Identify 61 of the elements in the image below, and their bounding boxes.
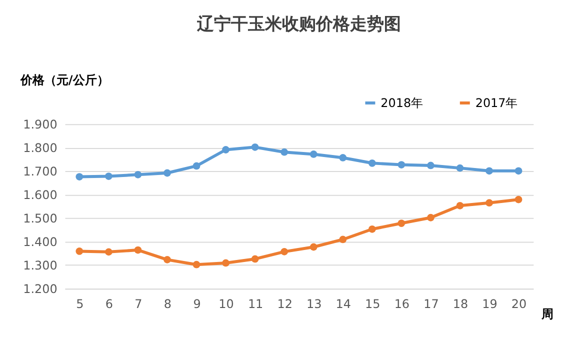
point	[192, 260, 200, 268]
point	[339, 154, 347, 162]
point	[251, 143, 259, 151]
point	[427, 214, 434, 222]
y-tick-label: 1.400	[23, 235, 58, 250]
x-tick-label: 15	[365, 297, 380, 312]
legend-label: 2017年	[475, 96, 518, 110]
point	[368, 159, 376, 167]
y-tick-label: 1.500	[23, 212, 58, 226]
x-tick-label: 5	[76, 297, 84, 312]
y-tick-label: 1.800	[23, 141, 58, 156]
x-tick-label: 12	[277, 297, 292, 312]
point	[164, 169, 171, 177]
point	[222, 146, 230, 154]
point	[251, 255, 259, 263]
x-tick-label: 7	[134, 297, 142, 312]
point	[456, 164, 464, 172]
point	[398, 161, 406, 168]
point	[134, 170, 142, 178]
x-tick-label: 13	[306, 297, 322, 312]
point	[456, 202, 464, 210]
point	[368, 225, 376, 233]
point	[514, 196, 522, 204]
point	[76, 248, 84, 255]
point	[310, 243, 318, 251]
point	[76, 173, 84, 180]
x-tick-label: 9	[193, 297, 201, 312]
x-tick-label: 20	[511, 297, 527, 312]
x-tick-label: 10	[218, 297, 234, 312]
x-axis-title: 周	[540, 306, 554, 321]
point	[134, 246, 142, 254]
y-tick-label: 1.300	[23, 258, 58, 273]
x-tick-label: 19	[482, 297, 498, 312]
y-tick-label: 1.700	[23, 164, 58, 179]
x-tick-label: 11	[248, 297, 264, 312]
chart-title: 辽宁干玉米收购价格走势图	[196, 13, 401, 34]
x-tick-label: 16	[394, 297, 410, 312]
x-tick-label: 8	[164, 297, 172, 312]
y-tick-label: 1.900	[23, 118, 58, 132]
point	[164, 256, 171, 264]
point	[310, 150, 318, 158]
x-tick-label: 14	[336, 297, 351, 312]
point	[222, 259, 230, 267]
y-tick-label: 1.200	[23, 282, 58, 296]
y-tick-label: 1.600	[23, 188, 58, 202]
point	[398, 220, 406, 227]
point	[486, 199, 493, 207]
point	[339, 236, 347, 244]
point	[427, 162, 434, 170]
point	[104, 172, 112, 180]
point	[514, 167, 522, 175]
point	[280, 148, 288, 156]
x-tick-label: 6	[105, 297, 113, 312]
y-axis-title: 价格（元/公斤）	[19, 72, 109, 87]
point	[486, 167, 493, 175]
point	[192, 162, 200, 170]
legend-label: 2018年	[380, 96, 424, 110]
x-tick-label: 18	[452, 297, 468, 312]
x-tick-label: 17	[424, 297, 439, 312]
point	[280, 248, 288, 256]
point	[104, 248, 112, 256]
